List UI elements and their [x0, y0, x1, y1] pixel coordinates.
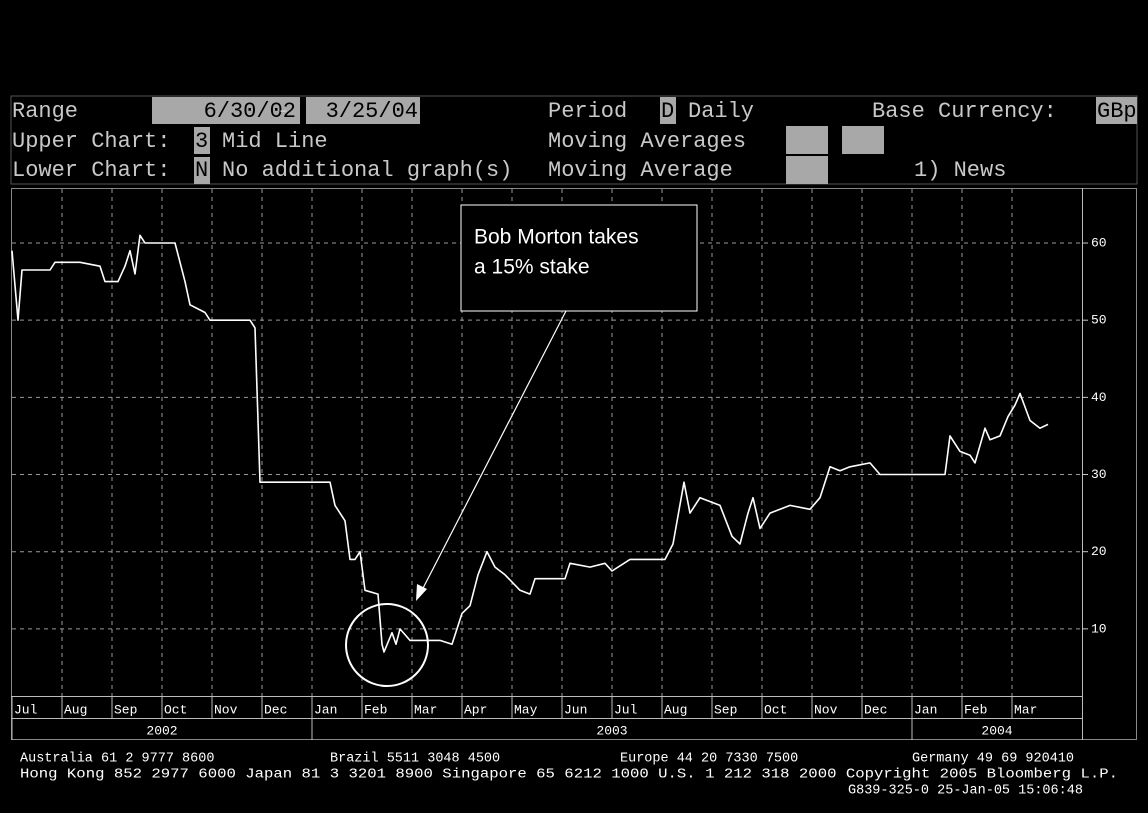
menu-item[interactable]: 1) News — [914, 158, 1006, 183]
footer-text: Hong Kong 852 2977 6000 Japan 81 3 3201 … — [20, 768, 1118, 783]
header-frame — [10, 95, 1138, 185]
x-tick-label: Jul — [614, 702, 638, 717]
footer-text: Brazil 5511 3048 4500 — [330, 752, 500, 767]
arrow-head — [416, 584, 427, 601]
label: No additional graph(s) — [222, 158, 512, 183]
field-value[interactable]: GBp — [1097, 99, 1137, 124]
annotation-text: a 15% stake — [474, 256, 590, 279]
field-box[interactable] — [1096, 97, 1137, 124]
field-value[interactable]: D — [661, 99, 674, 124]
label: Lower Chart: — [12, 158, 170, 183]
y-tick-label: 40 — [1091, 390, 1107, 405]
footer-text: Germany 49 69 920410 — [912, 752, 1074, 767]
year-label: 2003 — [596, 723, 627, 738]
x-tick-label: Nov — [814, 702, 838, 717]
label: Daily — [688, 99, 754, 124]
label: Period — [548, 99, 627, 124]
annotation-box — [460, 204, 698, 312]
y-tick-label: 50 — [1091, 313, 1107, 328]
label: Range — [12, 99, 78, 124]
x-tick-label: Feb — [364, 702, 387, 717]
x-tick-label: Jul — [14, 702, 38, 717]
field-box[interactable] — [842, 126, 884, 154]
y-tick-label: 30 — [1091, 467, 1107, 482]
x-tick-label: Dec — [264, 702, 287, 717]
label: Base Currency: — [872, 99, 1057, 124]
y-tick-label: 20 — [1091, 544, 1107, 559]
x-tick-label: Apr — [464, 702, 487, 717]
x-tick-label: Mar — [1014, 702, 1037, 717]
label: Upper Chart: — [12, 129, 170, 154]
field-box[interactable] — [786, 126, 828, 154]
y-tick-label: 10 — [1091, 621, 1107, 636]
label: Moving Averages — [548, 129, 746, 154]
year-label: 2002 — [146, 723, 177, 738]
x-tick-label: Jan — [314, 702, 337, 717]
annotation-arrow — [419, 310, 567, 595]
highlight-circle — [345, 603, 429, 687]
field-box[interactable] — [152, 97, 300, 124]
year-label: 2004 — [981, 723, 1012, 738]
x-tick-label: Oct — [764, 702, 787, 717]
x-tick-label: Sep — [114, 702, 137, 717]
footer-text: Europe 44 20 7330 7500 — [620, 752, 798, 767]
label: - — [277, 99, 290, 124]
field-value[interactable]: N — [195, 158, 208, 183]
x-tick-label: Aug — [64, 702, 87, 717]
chart-frame — [11, 188, 1137, 740]
field-box[interactable] — [306, 97, 420, 124]
footer-text: G839-325-0 25-Jan-05 15:06:48 — [848, 784, 1083, 799]
footer-text: Australia 61 2 9777 8600 — [20, 752, 214, 767]
x-tick-label: Aug — [664, 702, 687, 717]
price-line — [11, 234, 1049, 653]
x-tick-label: Mar — [414, 702, 437, 717]
field-value[interactable]: 3/25/04 — [326, 99, 418, 124]
x-tick-label: Sep — [714, 702, 737, 717]
field-value[interactable]: 6/30/02 — [204, 99, 296, 124]
label: Moving Average — [548, 158, 733, 183]
y-tick-label: 60 — [1091, 235, 1107, 250]
field-value[interactable]: 3 — [195, 129, 208, 154]
field-box[interactable] — [786, 156, 828, 184]
x-tick-label: Jun — [564, 702, 587, 717]
field-box[interactable] — [194, 157, 210, 184]
field-box[interactable] — [660, 97, 676, 124]
x-tick-label: Jan — [914, 702, 937, 717]
x-tick-label: Dec — [864, 702, 887, 717]
x-tick-label: Feb — [964, 702, 987, 717]
x-tick-label: Nov — [214, 702, 238, 717]
annotation-text: Bob Morton takes — [474, 226, 639, 249]
x-tick-label: May — [514, 702, 538, 717]
field-box[interactable] — [194, 127, 210, 154]
plot: 10 20 30 40 50 60 Jul Aug Sep Oct Nov Dec Jan Feb Mar A… — [11, 189, 1107, 740]
x-tick-label: Oct — [164, 702, 187, 717]
label: Mid Line — [222, 129, 328, 154]
